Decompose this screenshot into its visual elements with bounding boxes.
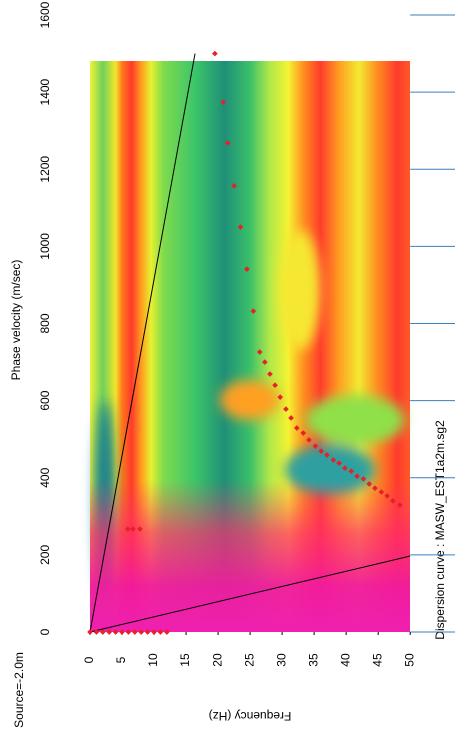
x-tick-label: 20 <box>210 653 224 667</box>
dispersion-image <box>90 61 410 632</box>
y-axis-title: Phase velocity (m/sec) <box>9 260 23 381</box>
x-tick-label: 30 <box>274 653 288 667</box>
source-note: Source=-2.0m <box>12 652 26 728</box>
x-tick-label: 10 <box>146 653 160 667</box>
x-tick-label: 15 <box>178 653 192 667</box>
curve-note: Dispersion curve : MASW_EST1a2m.sg2 <box>433 420 447 640</box>
y-tick-label: 0 <box>38 628 52 635</box>
x-tick-label: 50 <box>402 653 416 667</box>
y-tick-label: 1400 <box>38 78 52 105</box>
y-tick-label: 1200 <box>38 156 52 183</box>
chart: Phase velocity (m/sec) Frequency (Hz) So… <box>0 0 465 731</box>
data-point <box>212 51 218 57</box>
x-tick-label: 0 <box>82 656 96 663</box>
x-tick-label: 25 <box>242 653 256 667</box>
x-tick-label: 35 <box>306 653 320 667</box>
x-tick-label: 5 <box>114 656 128 663</box>
y-tick-label: 1600 <box>38 1 52 28</box>
x-tick-label: 40 <box>338 653 352 667</box>
x-tick-label: 45 <box>370 653 384 667</box>
y-tick-label: 200 <box>38 545 52 565</box>
y-tick-label: 400 <box>38 467 52 487</box>
y-tick-label: 800 <box>38 313 52 333</box>
y-tick-label: 1000 <box>38 233 52 260</box>
y-tick-label: 600 <box>38 390 52 410</box>
x-axis-title: Frequency (Hz) <box>209 709 292 723</box>
